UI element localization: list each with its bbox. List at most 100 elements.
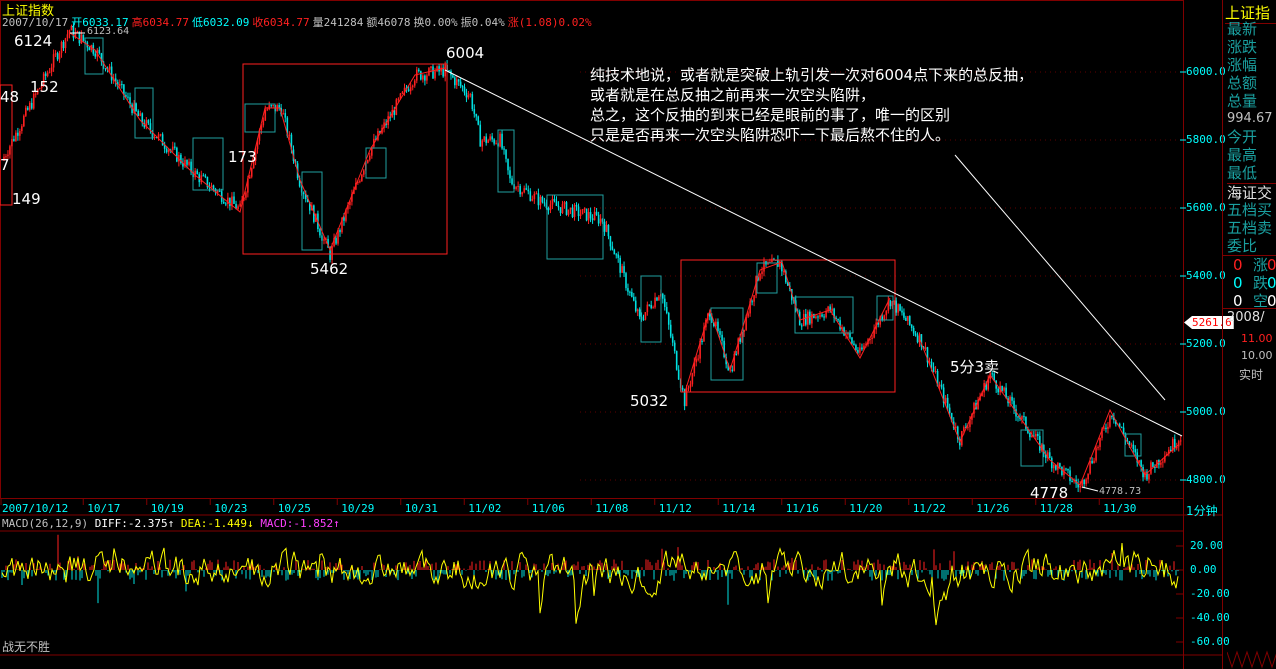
candle-body <box>629 291 631 293</box>
candle-body <box>942 387 945 403</box>
candle-body <box>452 75 454 78</box>
candle-body <box>815 316 817 319</box>
candle-body <box>642 319 645 321</box>
candle-body <box>1069 470 1071 481</box>
candle-body <box>877 322 879 325</box>
candle-body <box>811 313 813 324</box>
candle-body <box>248 176 251 179</box>
side-count: 0 <box>1267 274 1276 292</box>
candle-body <box>658 296 660 301</box>
candle-body <box>72 25 75 38</box>
candle-body <box>905 317 907 321</box>
candle-body <box>383 122 385 128</box>
candle-body <box>833 308 835 318</box>
candle-body <box>341 217 343 233</box>
candle-body <box>675 351 678 370</box>
candle-body <box>143 123 146 128</box>
candle-body <box>711 316 713 323</box>
pattern-box <box>794 296 854 334</box>
candle-body <box>535 193 538 195</box>
quote-high: 高6034.77 <box>131 16 189 29</box>
candle-body <box>377 131 379 140</box>
candle-body <box>141 113 144 124</box>
candle-body <box>733 353 736 371</box>
candle-body <box>646 304 649 313</box>
candle-body <box>94 53 97 57</box>
side-item: 委比 <box>1227 237 1258 255</box>
candle-body <box>100 53 103 62</box>
candle-body <box>883 315 886 320</box>
macd-dea: DEA:-1.449↓ <box>180 517 254 530</box>
x-tick-label: 10/17 <box>87 502 121 515</box>
candle-body <box>541 196 544 203</box>
macd-dea-line <box>1 543 1179 626</box>
candle-body <box>1130 444 1133 446</box>
candle-body <box>621 266 623 273</box>
side-exchange[interactable]: 海证交 <box>1227 183 1276 202</box>
candle-body <box>869 339 871 341</box>
candle-body <box>1050 457 1053 469</box>
candle-body <box>108 66 111 70</box>
candle-body <box>547 207 550 211</box>
candle-body <box>159 134 162 136</box>
candle-body <box>956 426 959 439</box>
side-count: 0 <box>1267 292 1276 310</box>
candle-body <box>208 187 211 189</box>
candle-body <box>563 202 566 205</box>
quote-amount: 额46078 <box>366 16 411 29</box>
candle-body <box>895 300 897 313</box>
candle-body <box>270 105 273 107</box>
candle-body <box>52 54 55 68</box>
x-tick-label: 10/25 <box>277 502 311 515</box>
candle-body <box>611 246 614 250</box>
candle-body <box>885 310 888 316</box>
candle-body <box>401 91 404 94</box>
candle-body <box>671 336 674 343</box>
candle-body <box>357 182 359 184</box>
candle-body <box>403 87 406 92</box>
candle-body <box>147 120 150 124</box>
candle-body <box>723 340 725 358</box>
candle-body <box>1011 396 1013 401</box>
candle-body <box>663 298 666 307</box>
candle-body <box>1003 387 1005 391</box>
candle-body <box>1079 485 1081 488</box>
candle-body <box>1077 483 1079 488</box>
side-item: 涨幅 <box>1227 56 1258 74</box>
candle-body <box>465 92 468 98</box>
candle-body <box>1013 400 1015 410</box>
candle-body <box>15 132 17 141</box>
candle-body <box>121 84 123 86</box>
candle-body <box>741 331 743 342</box>
candle-body <box>1150 462 1152 474</box>
candle-body <box>1128 441 1131 445</box>
candle-body <box>557 205 560 208</box>
candle-body <box>151 130 154 138</box>
point-label: 4778.73 <box>1099 486 1142 497</box>
candle-body <box>368 155 371 160</box>
side-title[interactable]: 上证指 <box>1225 2 1276 24</box>
candle-body <box>507 158 509 171</box>
candle-body <box>918 334 921 343</box>
price-chart <box>0 0 1222 669</box>
candle-body <box>353 189 355 194</box>
candle-body <box>967 427 969 429</box>
candle-body <box>1037 433 1039 437</box>
period-button[interactable]: 1分钟 <box>1186 504 1218 518</box>
candle-body <box>747 313 749 317</box>
point-label: 173 <box>228 148 257 166</box>
realtime-button[interactable]: 实时 <box>1239 368 1264 382</box>
candle-body <box>543 202 546 204</box>
candle-body <box>114 78 117 83</box>
candle-body <box>210 185 213 188</box>
candle-body <box>42 73 45 85</box>
candle-body <box>577 206 580 217</box>
candle-body <box>23 115 25 127</box>
candle-body <box>932 366 935 372</box>
candle-body <box>511 178 513 185</box>
candle-body <box>926 347 929 363</box>
pattern-box <box>640 275 662 343</box>
candle-body <box>667 313 670 325</box>
candle-body <box>575 204 578 207</box>
candle-body <box>262 120 265 126</box>
